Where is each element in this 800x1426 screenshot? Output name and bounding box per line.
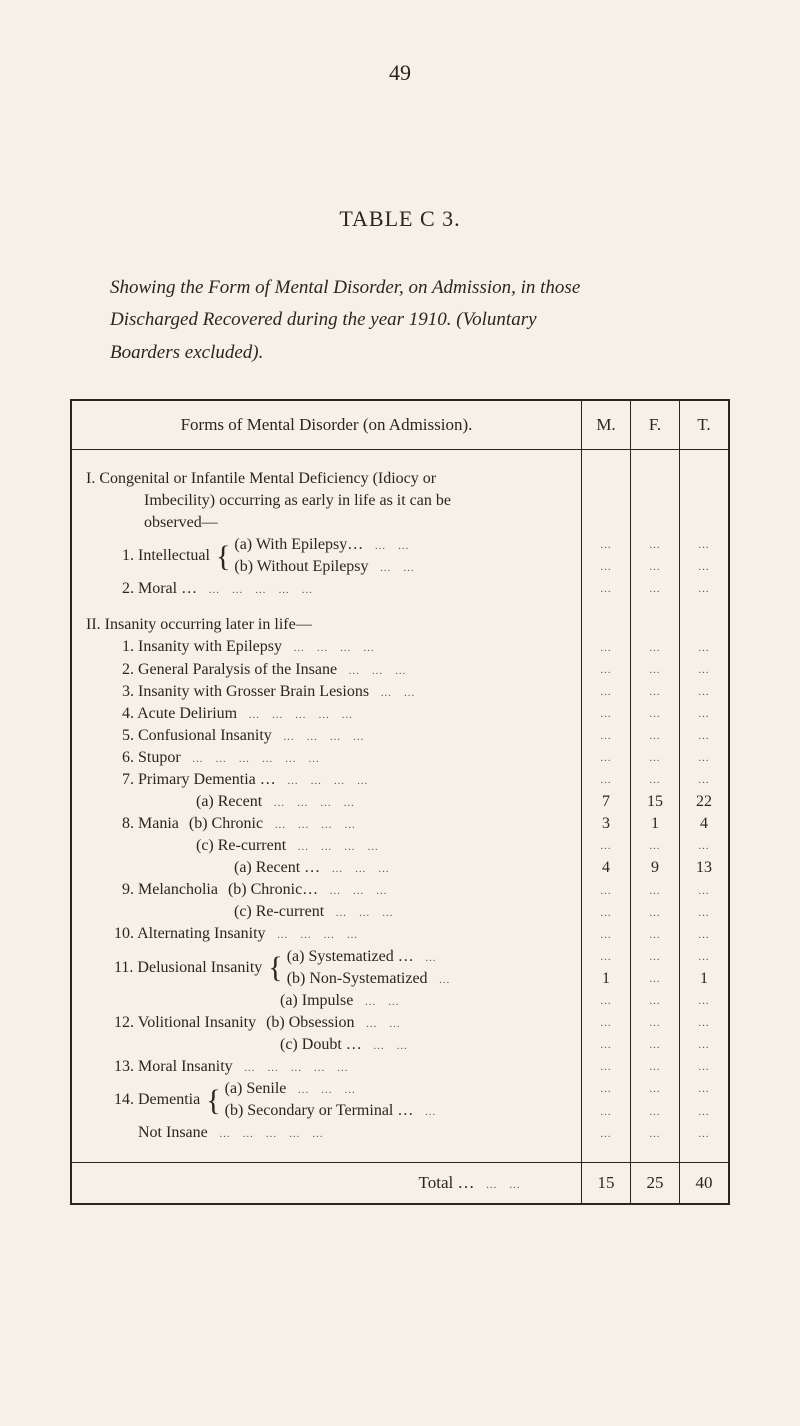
mania-recent-t: 22	[680, 791, 728, 813]
row-13: 13. Moral Insanity … … … … …	[86, 1056, 575, 1078]
mania-a: (a) Recent … … … …	[86, 791, 575, 813]
row-12: 12. Volitional Insanity (b) Obsession … …	[86, 1012, 575, 1034]
brace-icon: {	[206, 1090, 224, 1111]
caption-line-1: Showing the Form of Mental Disorder, on …	[110, 277, 580, 298]
row-9: 9. Melancholia (b) Chronic… … … …	[86, 879, 575, 901]
mel-c: (c) Re-current … … …	[86, 901, 575, 923]
section-2-title: II. Insanity occurring later in life—	[86, 614, 575, 636]
item-moral: 2. Moral … … … … … …	[86, 578, 575, 600]
intellectual-label: 1. Intellectual	[122, 545, 216, 567]
delusional-b-m: 1	[582, 968, 630, 990]
total-f: 25	[630, 1163, 679, 1203]
table-body: I. Congenital or Infantile Mental Defici…	[72, 450, 728, 1162]
dementia-a: (a) Senile … … …	[225, 1078, 437, 1100]
header-col-f: F.	[630, 401, 679, 449]
vol-label: 12. Volitional Insanity	[114, 1012, 256, 1034]
delusional-b-f: …	[631, 968, 679, 990]
row-10: 10. Alternating Insanity … … … …	[86, 923, 575, 945]
row-7: 7. Primary Dementia … … … … …	[86, 769, 575, 791]
caption-line-3: Boarders excluded).	[80, 342, 263, 363]
mania-chronic-t: 4	[680, 813, 728, 835]
caption-line-2: Discharged Recovered during the year 191…	[80, 309, 537, 330]
mania-recent-f: 15	[631, 791, 679, 813]
row-5: 5. Confusional Insanity … … … …	[86, 725, 575, 747]
dots: … …	[363, 540, 410, 552]
dementia-label: 14. Dementia	[114, 1089, 206, 1111]
row-2: 2. General Paralysis of the Insane … … …	[86, 659, 575, 681]
section-1-title-l3: observed—	[86, 512, 575, 534]
not-insane: Not Insane … … … … …	[86, 1122, 575, 1144]
vol-b: (b) Obsession … …	[256, 1012, 401, 1034]
mania-c: (c) Re-current … … … …	[86, 835, 575, 857]
total-row: Total … … … 15 25 40	[72, 1162, 728, 1203]
page-number: 49	[70, 60, 730, 86]
delusional-a: (a) Systematized … …	[287, 946, 451, 968]
delusional-label: 11. Delusional Insanity	[114, 957, 268, 979]
total-t: 40	[679, 1163, 728, 1203]
row-6: 6. Stupor … … … … … …	[86, 747, 575, 769]
mel-recent-m: 4	[582, 857, 630, 879]
row-1: 1. Insanity with Epilepsy … … … …	[86, 636, 575, 658]
table-caption: Showing the Form of Mental Disorder, on …	[80, 272, 720, 369]
header-col-t: T.	[679, 401, 728, 449]
delusional-b: (b) Non-Systematized …	[287, 968, 451, 990]
intellectual-a: (a) With Epilepsy… … …	[234, 534, 415, 556]
mania-chronic-f: 1	[631, 813, 679, 835]
mel-recent-f: 9	[631, 857, 679, 879]
column-f: ……… ………………… 15 1 … 9 ……… … … ………… ………	[630, 450, 679, 1162]
section-1-title-l1: I. Congenital or Infantile Mental Defici…	[86, 468, 575, 490]
row-3: 3. Insanity with Grosser Brain Lesions ……	[86, 681, 575, 703]
mania-label: 8. Mania	[122, 813, 179, 835]
table-header-row: Forms of Mental Disorder (on Admission).…	[72, 401, 728, 450]
vol-c: (c) Doubt … … …	[86, 1034, 575, 1056]
vol-a: (a) Impulse … …	[86, 990, 575, 1012]
dementia-b: (b) Secondary or Terminal … …	[225, 1100, 437, 1122]
table-title: TABLE C 3.	[70, 206, 730, 232]
total-m: 15	[581, 1163, 630, 1203]
mania-recent-m: 7	[582, 791, 630, 813]
spacer	[86, 600, 575, 614]
mel-a: (a) Recent … … … …	[86, 857, 575, 879]
total-label: Total … … …	[72, 1163, 581, 1203]
column-t: ……… ………………… 22 4 … 13 ……… … 1 ………… ………	[679, 450, 728, 1162]
mania-chronic-m: 3	[582, 813, 630, 835]
brace-icon: {	[216, 546, 234, 567]
mania-b: (b) Chronic … … … …	[179, 813, 356, 835]
data-table: Forms of Mental Disorder (on Admission).…	[70, 399, 730, 1205]
header-label: Forms of Mental Disorder (on Admission).	[72, 401, 581, 449]
row-8: 8. Mania (b) Chronic … … … …	[86, 813, 575, 835]
row-14: 14. Dementia { (a) Senile … … … (b) Seco…	[86, 1078, 575, 1122]
mel-label: 9. Melancholia	[122, 879, 218, 901]
section-1-title-l2: Imbecility) occurring as early in life a…	[86, 490, 575, 512]
brace-icon: {	[268, 957, 286, 978]
delusional-b-t: 1	[680, 968, 728, 990]
row-11: 11. Delusional Insanity { (a) Systematiz…	[86, 946, 575, 990]
header-col-m: M.	[581, 401, 630, 449]
content-column: I. Congenital or Infantile Mental Defici…	[72, 450, 581, 1162]
row-4: 4. Acute Delirium … … … … …	[86, 703, 575, 725]
mel-recent-t: 13	[680, 857, 728, 879]
dots: … …	[369, 562, 416, 574]
item-intellectual: 1. Intellectual { (a) With Epilepsy… … ……	[86, 534, 575, 578]
intellectual-b: (b) Without Epilepsy … …	[234, 556, 415, 578]
mel-b: (b) Chronic… … … …	[218, 879, 388, 901]
document-page: 49 TABLE C 3. Showing the Form of Mental…	[0, 0, 800, 1426]
column-m: ……… ………………… 7 3 … 4 ……… … 1 ………… ………	[581, 450, 630, 1162]
